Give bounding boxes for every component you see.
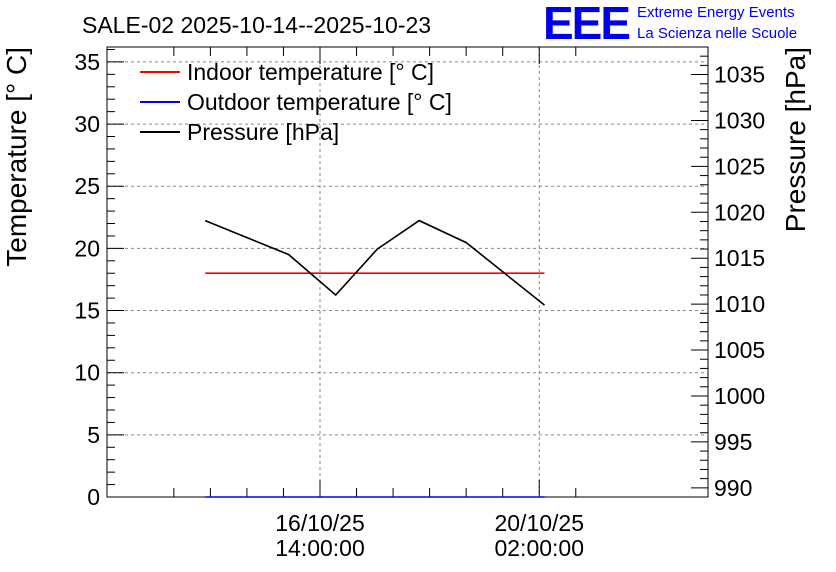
y2-tick-label: 1000 bbox=[714, 383, 765, 409]
logo-text-line-1: Extreme Energy Events bbox=[637, 4, 795, 21]
x-tick-label-time: 14:00:00 bbox=[275, 535, 365, 561]
series-layer bbox=[204, 219, 545, 498]
x-tick-label-date: 16/10/25 bbox=[275, 510, 365, 536]
y-tick-label: 20 bbox=[74, 235, 100, 261]
y2-tick-label: 1005 bbox=[714, 337, 765, 363]
chart-title: SALE-02 2025-10-14--2025-10-23 bbox=[82, 12, 431, 38]
legend-label: Indoor temperature [° C] bbox=[187, 59, 434, 85]
x-tick-label-time: 02:00:00 bbox=[494, 535, 584, 561]
y-tick-label: 0 bbox=[87, 484, 100, 510]
legend-label: Pressure [hPa] bbox=[187, 119, 339, 145]
y2-tick-label: 1020 bbox=[714, 199, 765, 225]
logo-text-line-2: La Scienza nelle Scuole bbox=[637, 25, 798, 42]
y2-tick-label: 1025 bbox=[714, 153, 765, 179]
y2-axis-label: Pressure [hPa] bbox=[780, 47, 811, 232]
y2-tick-label: 995 bbox=[714, 429, 752, 455]
y2-tick-label: 990 bbox=[714, 475, 752, 501]
y-tick-label: 30 bbox=[74, 111, 100, 137]
series-line bbox=[204, 219, 545, 306]
legend: Indoor temperature [° C] Outdoor temperat… bbox=[140, 59, 452, 145]
y-tick-label: 15 bbox=[74, 298, 100, 324]
y-tick-label: 35 bbox=[74, 49, 100, 75]
y2-tick-label: 1035 bbox=[714, 62, 765, 88]
y2-tick-label: 1015 bbox=[714, 245, 765, 271]
y-tick-label: 25 bbox=[74, 173, 100, 199]
y2-tick-label: 1010 bbox=[714, 291, 765, 317]
legend-label: Outdoor temperature [° C] bbox=[187, 89, 452, 115]
y-tick-label: 5 bbox=[87, 422, 100, 448]
y-axis-label: Temperature [° C] bbox=[1, 47, 32, 267]
y-tick-label: 10 bbox=[74, 360, 100, 386]
y2-tick-label: 1030 bbox=[714, 107, 765, 133]
eee-logo: EEE bbox=[543, 0, 631, 49]
x-tick-label-date: 20/10/25 bbox=[494, 510, 584, 536]
grid-lines bbox=[107, 47, 708, 497]
axis-ticks: 0510152025303599099510001005101010151020… bbox=[74, 46, 765, 561]
